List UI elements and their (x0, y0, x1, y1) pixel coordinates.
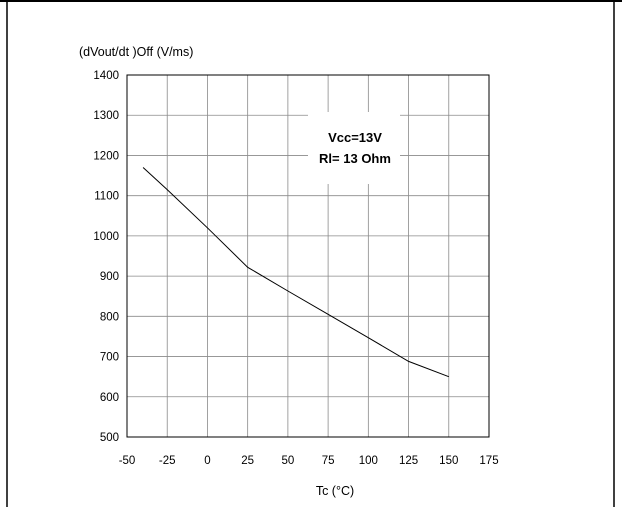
y-tick-label: 1200 (93, 150, 119, 162)
y-tick-label: 1400 (93, 70, 119, 82)
x-tick-label: 125 (399, 455, 418, 467)
x-tick-label: -50 (119, 455, 136, 467)
x-tick-label: -25 (159, 455, 176, 467)
y-tick-label: 1300 (93, 110, 119, 122)
x-tick-label: 150 (439, 455, 458, 467)
x-tick-labels: -50 -25 0 25 50 75 100 125 150 175 (119, 455, 499, 467)
x-tick-label: 25 (241, 455, 254, 467)
y-tick-label: 1000 (93, 231, 119, 243)
series-line (142, 167, 449, 378)
y-tick-label: 500 (100, 432, 119, 444)
x-tick-label: 175 (479, 455, 498, 467)
x-tick-label: 0 (204, 455, 210, 467)
y-tick-labels: 500 600 700 800 900 1000 1100 1200 1300 1400 (93, 70, 119, 444)
series-layer (142, 167, 449, 378)
x-axis-label: Tc (°C) (316, 484, 354, 498)
y-tick-label: 900 (100, 271, 119, 283)
plot-area-border (126, 74, 490, 438)
annotation-rl: Rl= 13 Ohm (319, 151, 391, 166)
x-tick-label: 75 (322, 455, 335, 467)
annotation-box (308, 112, 400, 184)
y-tick-label: 600 (100, 392, 119, 404)
annotation-vcc: Vcc=13V (328, 130, 382, 145)
y-tick-label: 1100 (94, 191, 119, 203)
x-tick-label: 50 (281, 455, 294, 467)
y-tick-label: 800 (100, 311, 119, 323)
x-tick-label: 100 (359, 455, 378, 467)
y-tick-label: 700 (100, 352, 119, 364)
y-axis-label: (dVout/dt )Off (V/ms) (79, 45, 193, 59)
